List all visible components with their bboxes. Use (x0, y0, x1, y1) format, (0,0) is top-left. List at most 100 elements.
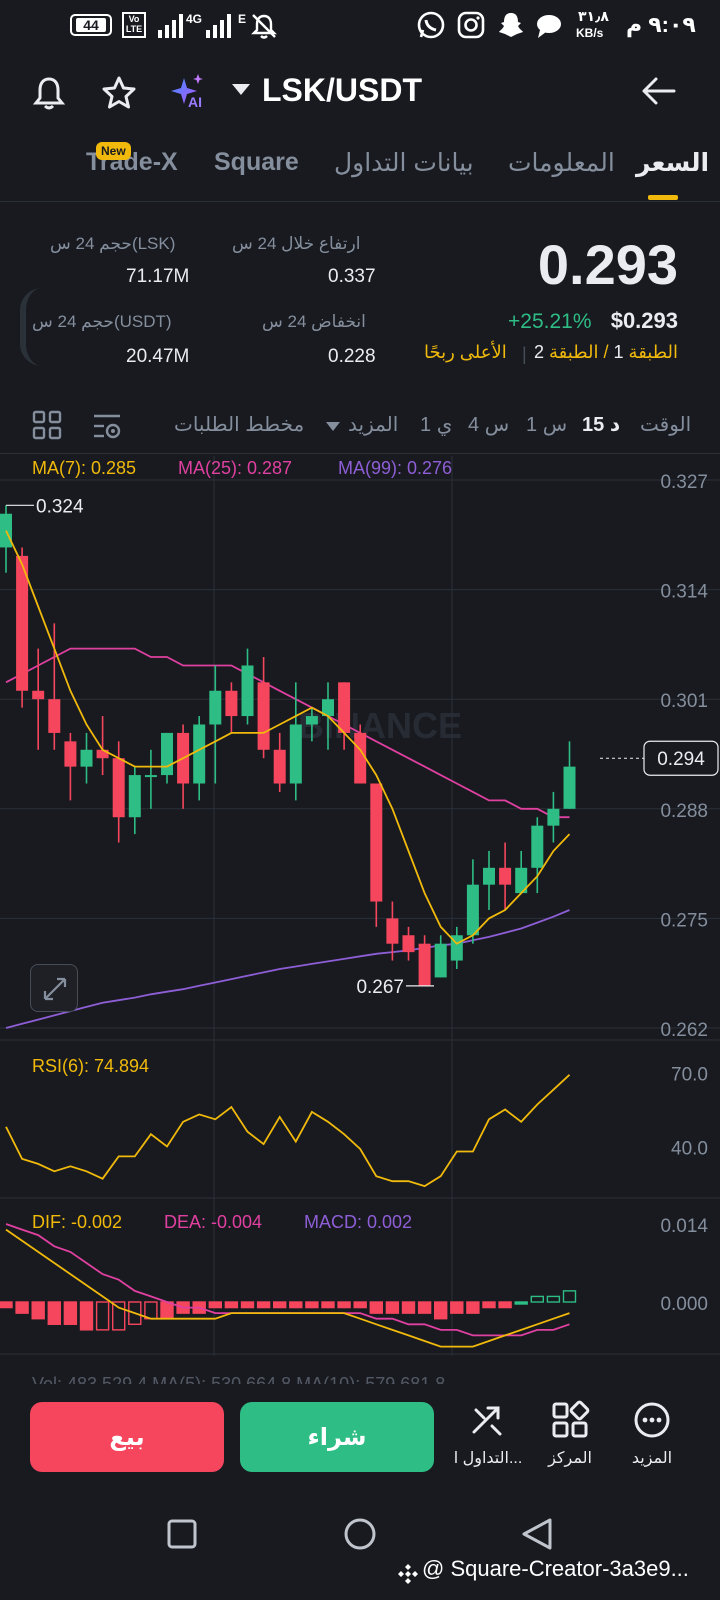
candle-body (547, 808, 560, 826)
dif-readout: DIF: -0.002 (32, 1212, 123, 1232)
candle-body (483, 867, 495, 885)
indicator-settings-icon[interactable] (92, 410, 124, 442)
macd-histogram-bar (482, 1301, 496, 1309)
candle-body (241, 665, 254, 717)
candle-body (338, 682, 351, 733)
change-percent: +25.21% (508, 310, 592, 333)
vol-lsk-value: 71.17M (126, 266, 190, 287)
grid-shapes-icon (552, 1400, 590, 1438)
macd-axis-tick: 0.014 (660, 1216, 708, 1237)
signal-icon-2 (206, 14, 231, 38)
candle-body (225, 690, 238, 717)
sell-button[interactable]: بيع (30, 1402, 224, 1472)
pair-dropdown-icon[interactable] (232, 84, 250, 96)
candle-body (96, 749, 109, 759)
interval-4h[interactable]: 4 س (468, 414, 510, 436)
ma25-line (5, 647, 570, 819)
depth-chart-tab[interactable]: مخطط الطلبات (174, 414, 305, 436)
trade-arrows-icon (472, 1406, 502, 1436)
net-speed: ٣١٫٨ (578, 8, 609, 24)
low-24h-label: انخفاض 24 س (262, 312, 366, 331)
macd-histogram-bar (144, 1301, 158, 1320)
mute-bell-icon (251, 14, 277, 39)
ai-sparkle-icon[interactable] (168, 72, 212, 112)
vol-lsk-label: حجم 24 س(LSK) (50, 234, 176, 253)
tier-label[interactable]: الطبقة 1 / الطبقة 2 (533, 342, 678, 362)
tab-trading-data[interactable]: بيانات التداول (334, 149, 474, 177)
y-axis-tick: 0.262 (660, 1020, 708, 1041)
high-24h-value: 0.337 (328, 266, 376, 287)
chart-area[interactable]: 0.327 0.314 0.301 0.288 0.275 0.262 BINANCE 0.3… (0, 456, 720, 1384)
current-price-tag: 0.294 (657, 749, 705, 770)
candle-body (370, 783, 383, 902)
macd-histogram-bar (385, 1301, 400, 1314)
vol-usdt-value: 20.47M (126, 346, 190, 367)
interval-1h[interactable]: 1 س (526, 414, 568, 436)
ma99-readout: MA(99): 0.276 (338, 458, 453, 478)
pair-title[interactable]: LSK/USDT (262, 72, 422, 108)
candle-body (0, 513, 12, 548)
trade-nav-button[interactable]: التداول ا... (448, 1392, 528, 1472)
interval-15m[interactable]: 15 د (582, 414, 621, 436)
recents-icon[interactable] (166, 1518, 198, 1550)
more-intervals[interactable]: المزيد (348, 414, 399, 436)
ma7-readout: MA(7): 0.285 (32, 458, 137, 478)
candle-body (112, 758, 125, 818)
y-axis-tick: 0.327 (660, 472, 708, 493)
more-nav-button[interactable]: المزيد (612, 1392, 692, 1472)
rsi-line (5, 1074, 571, 1188)
usd-price: $0.293 (610, 308, 678, 333)
y-axis-tick: 0.314 (660, 582, 708, 603)
active-tab-indicator (648, 195, 678, 200)
macd-readout: MACD: 0.002 (304, 1212, 413, 1232)
tab-info[interactable]: المعلومات (508, 149, 615, 177)
bottom-action-bar: بيع شراء التداول ا... المركز المزيد (0, 1384, 720, 1484)
candlestick-chart[interactable]: 0.3270.3140.3010.2880.2750.262BINANCE0.3… (0, 456, 720, 1384)
candle-body (499, 867, 512, 885)
expand-chart-button[interactable] (30, 964, 78, 1012)
candle-body (64, 741, 77, 767)
candle-body (386, 918, 399, 944)
side-handle[interactable] (20, 288, 42, 366)
interval-1d[interactable]: 1 ي (420, 414, 453, 436)
macd-histogram-bar (369, 1301, 383, 1314)
bell-icon[interactable] (30, 74, 68, 112)
macd-histogram-bar (0, 1301, 13, 1309)
low-24h-value: 0.228 (328, 346, 376, 367)
candle-body (257, 682, 270, 750)
top-gainer-tag[interactable]: الأعلى ربحًا (424, 342, 507, 362)
tab-square[interactable]: Square (214, 148, 299, 176)
macd-histogram-bar (240, 1301, 255, 1309)
macd-histogram-bar (562, 1290, 577, 1303)
macd-histogram-bar (128, 1301, 142, 1325)
macd-histogram-bar (514, 1301, 528, 1305)
center-nav-button[interactable]: المركز (530, 1392, 610, 1472)
candle-body (161, 732, 173, 776)
macd-histogram-bar (160, 1301, 174, 1320)
macd-histogram-bar (466, 1301, 480, 1314)
macd-histogram-bar (63, 1301, 78, 1325)
vol-usdt-label: حجم 24 س(USDT) (32, 312, 172, 331)
candle-body (515, 867, 528, 894)
more-dots-icon (634, 1402, 670, 1438)
home-icon[interactable] (342, 1516, 378, 1552)
candle-body (322, 699, 334, 717)
layout-grid-icon[interactable] (32, 410, 62, 440)
ma99-line (5, 909, 570, 1029)
time-label: الوقت (640, 414, 692, 436)
buy-button[interactable]: شراء (240, 1402, 434, 1472)
back-arrow-icon[interactable] (640, 76, 676, 106)
macd-histogram-bar (15, 1301, 29, 1314)
y-axis-tick: 0.301 (660, 691, 708, 712)
back-icon[interactable] (520, 1516, 554, 1552)
macd-histogram-bar (208, 1301, 223, 1309)
macd-histogram-bar (224, 1301, 239, 1309)
network-type-4g: 4G (186, 12, 203, 26)
tab-price[interactable]: السعر (636, 149, 710, 177)
star-icon[interactable] (100, 74, 138, 112)
y-axis-tick: 0.275 (660, 910, 708, 931)
candle-body (273, 749, 286, 784)
volte-icon: Vo LTE (122, 12, 146, 38)
macd-histogram-bar (450, 1301, 464, 1314)
clock: ٩:٠٩ م (626, 12, 696, 37)
